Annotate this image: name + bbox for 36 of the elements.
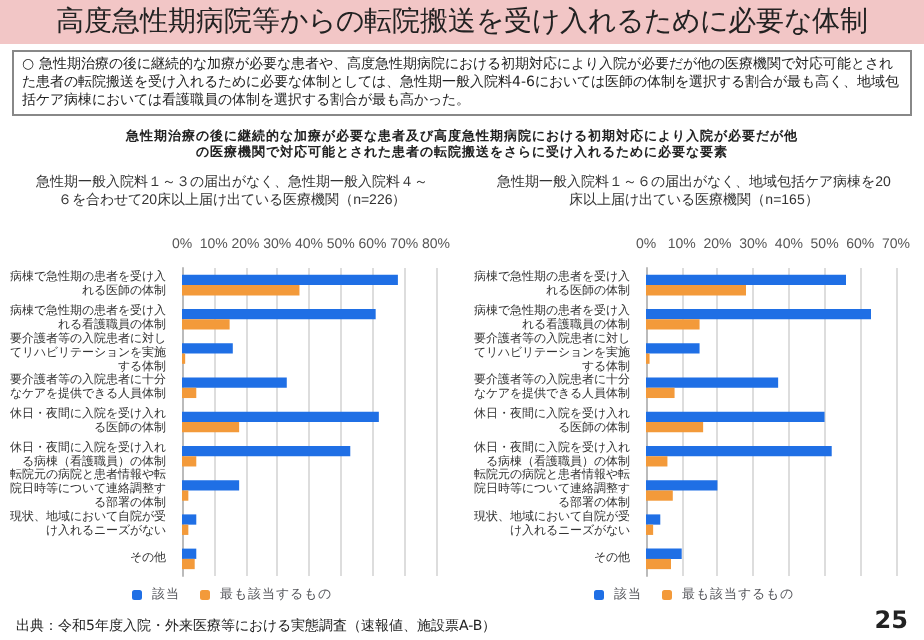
bar — [646, 309, 871, 320]
bar — [646, 377, 779, 388]
bar — [646, 319, 700, 330]
bar — [182, 514, 197, 525]
bar — [182, 285, 300, 296]
bar — [182, 445, 351, 457]
bar — [182, 411, 379, 422]
bar — [182, 558, 195, 570]
bar — [182, 490, 189, 501]
bar — [646, 387, 675, 399]
bar — [646, 422, 704, 433]
bar — [646, 285, 746, 296]
bar — [182, 309, 376, 320]
bar — [182, 548, 197, 559]
bar — [182, 319, 230, 330]
bar — [646, 548, 682, 559]
bar — [182, 274, 398, 286]
bar — [646, 456, 668, 467]
bar — [646, 411, 825, 422]
bar — [182, 387, 197, 399]
bar — [646, 480, 718, 491]
bar — [182, 456, 197, 467]
bar — [646, 274, 846, 286]
bar — [182, 524, 189, 535]
bar — [646, 514, 661, 525]
bar — [646, 524, 654, 535]
bar — [182, 377, 287, 388]
bar — [182, 480, 240, 491]
bar — [646, 343, 700, 354]
text: 高度急性期病院等からの転院搬送を受け入れるために必要な体制 — [0, 0, 924, 44]
bar — [646, 558, 671, 570]
bar — [646, 490, 673, 501]
bar — [182, 343, 233, 354]
bar — [646, 445, 832, 457]
text: 25 — [874, 606, 908, 634]
bar — [182, 422, 240, 433]
